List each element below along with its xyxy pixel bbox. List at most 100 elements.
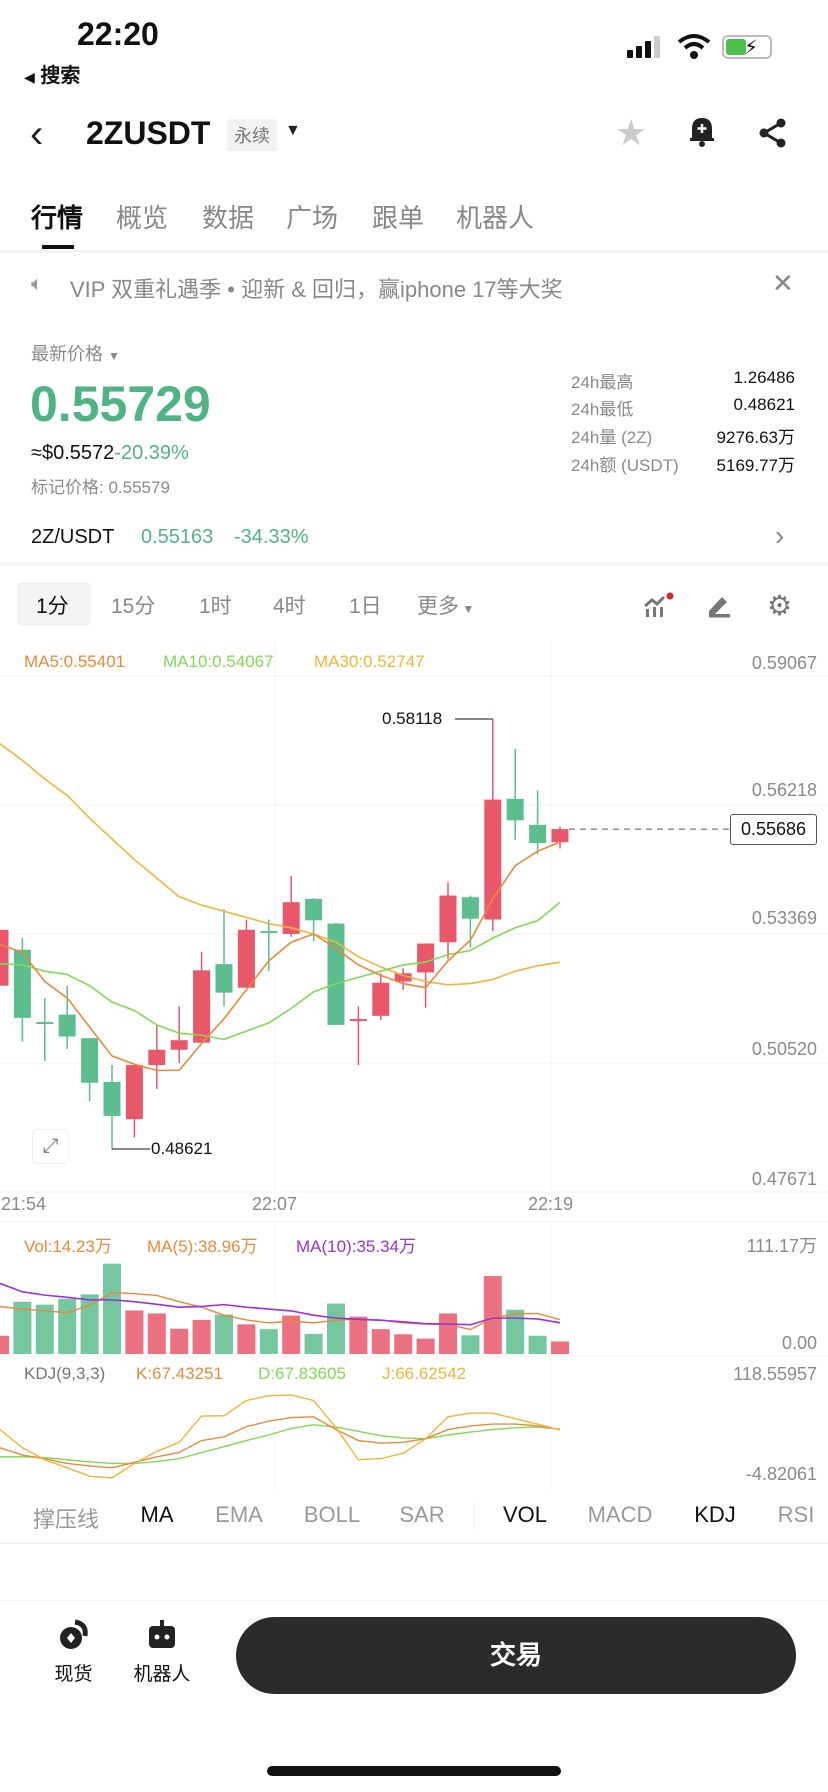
tab-bots[interactable]: 机器人: [456, 203, 535, 233]
symbol-title[interactable]: 2ZUSDT: [86, 115, 211, 151]
interval-more-label: 更多: [417, 595, 459, 618]
indicator-boll[interactable]: BOLL: [303, 1502, 361, 1527]
time-tick: 22:07: [252, 1194, 298, 1214]
candle-body: [81, 1038, 99, 1083]
volume-bar: [170, 1328, 189, 1354]
ma30-legend: MA30:0.52747: [314, 652, 425, 671]
ma30-line: [0, 743, 561, 986]
volume-bar: [461, 1335, 480, 1354]
home-indicator[interactable]: [267, 1766, 561, 1776]
stat-label-volume: 24h量 (2Z): [571, 428, 653, 447]
expand-chart-button[interactable]: ⤢: [32, 1129, 69, 1164]
indicator-chart-icon[interactable]: [644, 592, 674, 618]
volume-bar: [371, 1329, 390, 1354]
announcement-text[interactable]: VIP 双重礼遇季 • 迎新 & 回归，赢iphone 17等大奖: [70, 277, 563, 302]
candle-body: [282, 902, 300, 934]
candle-body: [394, 973, 412, 982]
expand-arrows-icon: ⤢: [42, 1135, 59, 1157]
kdj-max-tick: 118.55957: [733, 1364, 817, 1384]
time-tick: 21:54: [1, 1194, 47, 1214]
volume-bar: [35, 1304, 54, 1354]
interval-15m[interactable]: 15分: [111, 595, 156, 618]
candle-body: [551, 829, 569, 843]
bottom-bar-divider: [0, 1600, 828, 1601]
indicator-rsi[interactable]: RSI: [777, 1502, 815, 1527]
spot-pair: 2Z/USDT: [31, 526, 115, 548]
indicator-ema[interactable]: EMA: [215, 1502, 263, 1527]
robot-button[interactable]: 机器人: [130, 1618, 194, 1690]
kdj-legend: KDJ(9,3,3): [24, 1364, 106, 1383]
volume-bar: [327, 1303, 345, 1354]
stat-value-volume: 9276.63万: [716, 428, 795, 447]
perpetual-badge: 永续: [227, 119, 277, 151]
price-alert-bell-icon[interactable]: [688, 115, 716, 147]
indicator-vol[interactable]: VOL: [502, 1502, 548, 1527]
price-tick: 0.53369: [751, 908, 817, 928]
chart-settings-gear-icon[interactable]: ⚙: [767, 590, 793, 621]
vol-zero-tick: 0.00: [781, 1333, 817, 1353]
candle-body: [529, 824, 547, 844]
candle-body: [215, 964, 233, 993]
close-announcement-icon[interactable]: ✕: [772, 268, 794, 298]
interval-1d[interactable]: 1日: [349, 595, 382, 618]
indicator-ma[interactable]: MA: [140, 1502, 174, 1527]
candle-body: [58, 1014, 76, 1037]
draw-pencil-icon[interactable]: [706, 592, 734, 618]
volume-bar: [215, 1314, 233, 1354]
spot-pair-row[interactable]: 2Z/USDT 0.55163 -34.33% ›: [0, 520, 828, 556]
tab-overview[interactable]: 概览: [116, 203, 169, 233]
chevron-right-icon: ›: [775, 520, 785, 551]
interval-1m[interactable]: 1分: [36, 595, 69, 618]
price-tick: 0.56218: [751, 780, 817, 800]
caret-down-icon: ▼: [108, 349, 120, 363]
indicator-sar[interactable]: SAR: [399, 1502, 445, 1527]
candle-body: [148, 1049, 166, 1066]
back-to-app[interactable]: ◀ 搜索: [24, 59, 80, 88]
volume-bar: [259, 1329, 278, 1354]
candle-body: [260, 931, 278, 934]
ma5-legend: MA5:0.55401: [24, 652, 126, 671]
price-type-selector[interactable]: 最新价格 ▼: [31, 340, 120, 366]
interval-more[interactable]: 更多 ▼: [417, 590, 474, 620]
spot-button[interactable]: 现货: [46, 1618, 101, 1690]
vol-ma10-line: [0, 1282, 561, 1326]
indicator-bottom-divider: [0, 1542, 828, 1544]
status-time: 22:20: [77, 16, 159, 52]
price-tick: 0.59067: [751, 653, 817, 673]
vol-ma5-legend: MA(5):38.96万: [147, 1237, 258, 1256]
volume-bar: [58, 1298, 77, 1354]
trade-button[interactable]: 交易: [236, 1617, 796, 1694]
kdj-j-line: [0, 1394, 561, 1479]
favorite-star-icon[interactable]: ★: [615, 112, 648, 153]
ma10-line: [0, 901, 561, 1041]
interval-1h[interactable]: 1时: [199, 595, 232, 618]
vol-legend: Vol:14.23万: [24, 1237, 112, 1256]
indicator-kdj[interactable]: KDJ: [694, 1502, 736, 1527]
back-button[interactable]: ‹: [30, 112, 44, 156]
volume-bar: [528, 1335, 547, 1354]
tab-data[interactable]: 数据: [202, 203, 255, 233]
volume-bar: [103, 1263, 121, 1354]
tab-market[interactable]: 行情: [31, 203, 84, 233]
volume-bar: [147, 1313, 166, 1354]
tab-square[interactable]: 广场: [286, 203, 339, 233]
back-app-label: 搜索: [40, 65, 81, 87]
usd-price-line: ≈$0.5572-20.39%: [31, 442, 189, 465]
share-icon[interactable]: [758, 118, 788, 148]
price-tick: 0.47671: [751, 1169, 817, 1189]
stat-value-low: 0.48621: [733, 395, 795, 414]
candle-body: [461, 897, 479, 919]
indicator-macd[interactable]: MACD: [587, 1502, 653, 1527]
candle-body: [103, 1081, 121, 1116]
volume-bar: [439, 1313, 457, 1354]
indicator-support-resistance[interactable]: 撑压线: [32, 1507, 100, 1532]
candle-body: [0, 929, 9, 986]
tab-copy-trading[interactable]: 跟单: [372, 203, 425, 233]
kline-chart[interactable]: [0, 0, 828, 1500]
ma5-line: [0, 841, 561, 1072]
speaker-icon: 🔈︎: [31, 273, 43, 295]
interval-4h[interactable]: 4时: [273, 595, 306, 618]
volume-bar: [125, 1310, 144, 1354]
candle-body: [349, 1019, 367, 1022]
symbol-dropdown-caret-icon[interactable]: ▼: [285, 122, 301, 139]
